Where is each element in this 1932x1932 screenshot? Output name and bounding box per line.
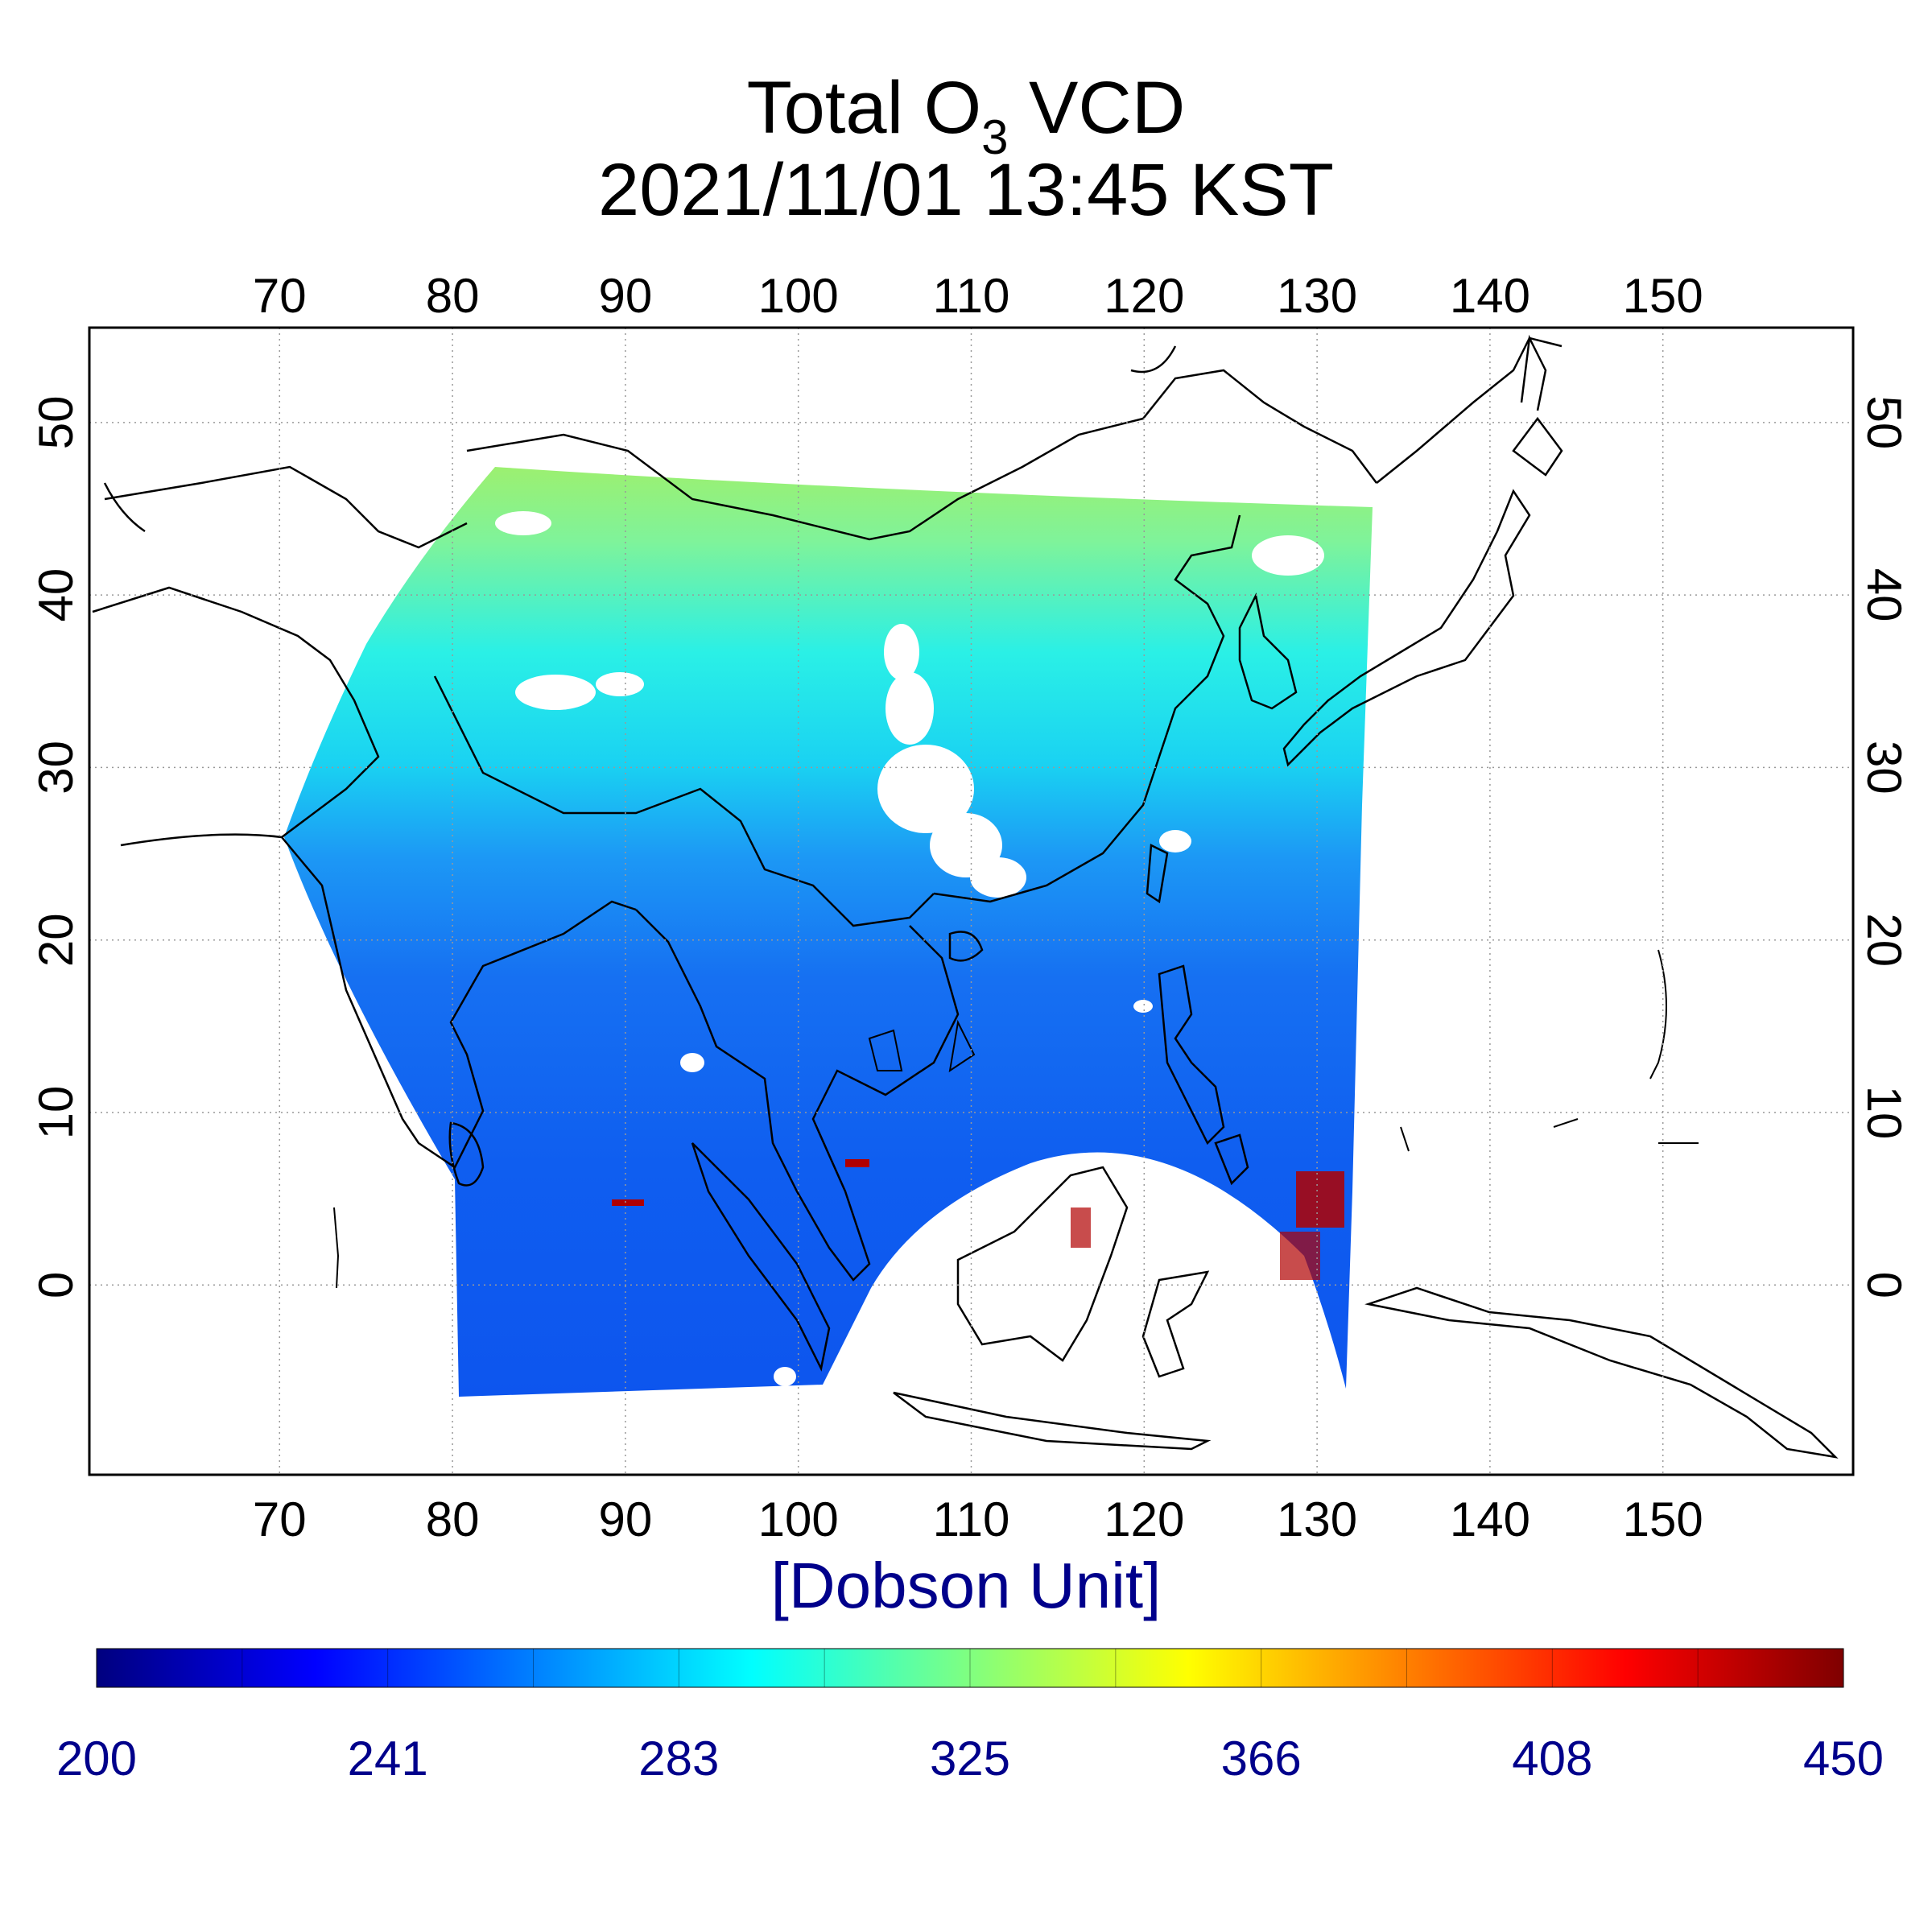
lon-tick-label: 130 <box>1277 1492 1357 1546</box>
lat-tick-label: 50 <box>29 395 83 449</box>
longitude-bottom-labels: 70 80 90 100 110 120 130 140 150 <box>253 1492 1703 1546</box>
lon-tick-label: 140 <box>1450 269 1530 323</box>
graticule <box>89 328 1853 1475</box>
colorbar-ticks <box>242 1649 1699 1687</box>
latitude-left-labels: 0 10 20 30 40 50 <box>29 395 83 1298</box>
lat-tick-label: 0 <box>1857 1272 1911 1298</box>
colorbar-labels: 200 241 283 325 366 408 450 <box>56 1732 1884 1785</box>
lon-tick-label: 110 <box>933 1492 1010 1546</box>
map-frame <box>88 326 1855 1476</box>
lat-tick-label: 40 <box>1857 568 1911 622</box>
lat-tick-label: 0 <box>29 1272 83 1298</box>
lat-tick-label: 40 <box>29 568 83 622</box>
map-datetime: 2021/11/01 13:45 KST <box>598 149 1334 231</box>
colorbar-tick-label: 450 <box>1803 1732 1884 1785</box>
lat-tick-label: 30 <box>29 741 83 795</box>
lon-tick-label: 90 <box>599 269 653 323</box>
lat-tick-label: 20 <box>1857 913 1911 967</box>
lon-tick-label: 150 <box>1623 269 1703 323</box>
lat-tick-label: 50 <box>1857 395 1911 449</box>
lon-tick-label: 140 <box>1450 1492 1530 1546</box>
lon-tick-label: 150 <box>1623 1492 1703 1546</box>
lon-tick-label: 70 <box>253 269 307 323</box>
lat-tick-label: 20 <box>29 913 83 967</box>
colorbar-tick-label: 200 <box>56 1732 137 1785</box>
title-prefix: Total O <box>746 67 982 149</box>
lat-tick-label: 10 <box>29 1086 83 1140</box>
colorbar-tick-label: 325 <box>930 1732 1010 1785</box>
high-ozone-pixels <box>612 1159 1344 1280</box>
colorbar-tick-label: 283 <box>638 1732 719 1785</box>
coastlines <box>92 334 1839 1459</box>
longitude-top-labels: 70 80 90 100 110 120 130 140 150 <box>253 269 1703 323</box>
title-suffix: VCD <box>1008 67 1186 149</box>
latitude-right-labels: 0 10 20 30 40 50 <box>1857 395 1911 1298</box>
islands <box>333 949 1699 1289</box>
lon-tick-label: 100 <box>758 269 839 323</box>
lat-tick-label: 30 <box>1857 741 1911 795</box>
lon-tick-label: 120 <box>1104 1492 1184 1546</box>
lon-tick-label: 130 <box>1277 269 1357 323</box>
lon-tick-label: 90 <box>599 1492 653 1546</box>
colorbar-tick-label: 241 <box>348 1732 428 1785</box>
lon-tick-label: 70 <box>253 1492 307 1546</box>
lon-tick-label: 110 <box>933 269 1010 323</box>
lon-tick-label: 100 <box>758 1492 839 1546</box>
cloud-mask-patches <box>495 511 1324 1386</box>
colorbar-tick-label: 366 <box>1221 1732 1302 1785</box>
lat-tick-label: 10 <box>1857 1086 1911 1140</box>
lon-tick-label: 80 <box>426 269 480 323</box>
colorbar-tick-label: 408 <box>1512 1732 1592 1785</box>
colorbar <box>96 1648 1844 1688</box>
lon-tick-label: 120 <box>1104 269 1184 323</box>
lon-tick-label: 80 <box>426 1492 480 1546</box>
colorbar-unit-label: [Dobson Unit] <box>770 1550 1162 1621</box>
map-title: Total O3 VCD <box>0 71 1932 162</box>
title-subscript: 3 <box>981 110 1009 164</box>
